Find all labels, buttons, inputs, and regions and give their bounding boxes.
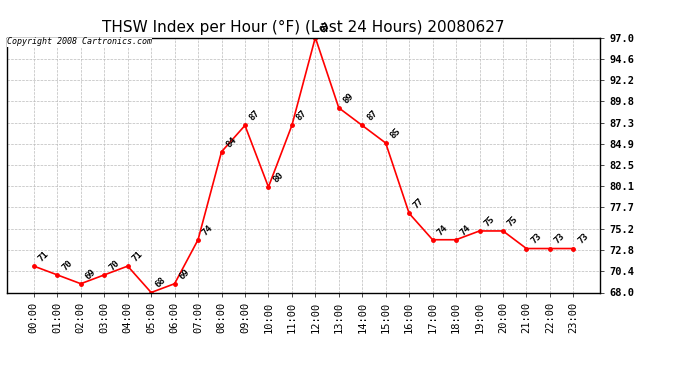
Text: 73: 73 [529,232,543,246]
Text: 87: 87 [295,109,308,123]
Text: 74: 74 [435,223,449,237]
Text: 71: 71 [130,249,144,263]
Text: 68: 68 [154,276,168,290]
Text: 73: 73 [553,232,566,246]
Text: 85: 85 [388,126,402,140]
Title: THSW Index per Hour (°F) (Last 24 Hours) 20080627: THSW Index per Hour (°F) (Last 24 Hours)… [102,20,505,35]
Text: 70: 70 [60,258,74,272]
Text: 87: 87 [365,109,379,123]
Text: 75: 75 [482,214,496,228]
Text: 70: 70 [107,258,121,272]
Text: 84: 84 [224,135,238,149]
Text: 89: 89 [342,91,355,105]
Text: 73: 73 [576,232,590,246]
Text: 74: 74 [201,223,215,237]
Text: 69: 69 [177,267,191,281]
Text: 87: 87 [248,109,262,123]
Text: 71: 71 [37,249,50,263]
Text: 69: 69 [83,267,97,281]
Text: 77: 77 [412,196,426,211]
Text: 80: 80 [271,170,285,184]
Text: 74: 74 [459,223,473,237]
Text: 75: 75 [506,214,520,228]
Text: 97: 97 [318,21,332,35]
Text: Copyright 2008 Cartronics.com: Copyright 2008 Cartronics.com [7,38,152,46]
